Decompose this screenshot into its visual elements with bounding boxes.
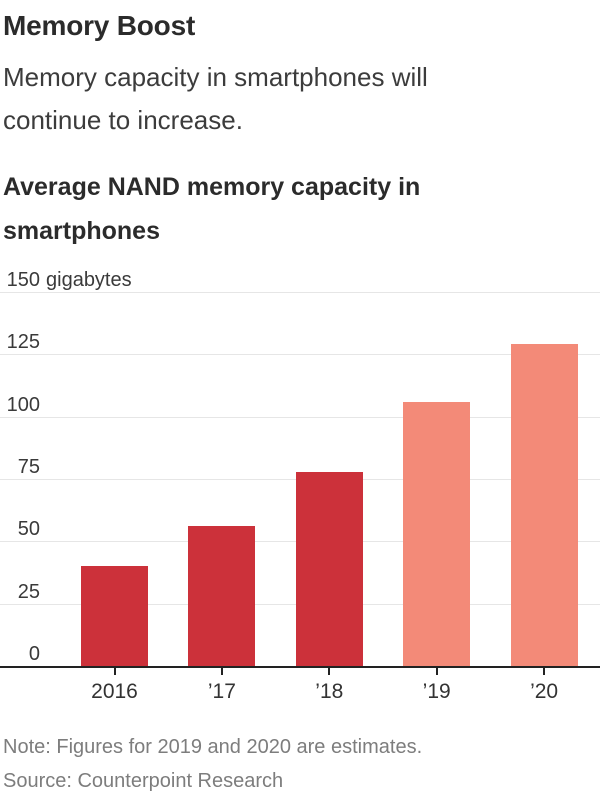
chart-source: Source: Counterpoint Research xyxy=(3,770,284,792)
x-axis-label-20: ’20 xyxy=(530,680,559,703)
bar-18 xyxy=(296,471,363,666)
x-axis-tick-20 xyxy=(543,668,546,675)
graphic-subtitle: Memory capacity in smartphones will cont… xyxy=(3,62,428,135)
x-axis-baseline xyxy=(0,666,600,668)
bar-19 xyxy=(403,401,470,666)
y-axis-label-0: 0 xyxy=(28,643,40,665)
gridline-150 xyxy=(0,292,600,293)
y-axis-label-25: 25 xyxy=(17,580,40,603)
bar-20 xyxy=(511,344,578,666)
x-axis-label-2016: 2016 xyxy=(91,680,138,703)
y-axis-label-150: 150 gigabytes xyxy=(6,269,132,291)
bar-17 xyxy=(188,526,255,666)
chart-footer: Note: Figures for 2019 and 2020 are esti… xyxy=(3,730,600,798)
y-axis-label-75: 75 xyxy=(17,456,40,478)
x-axis-label-17: ’17 xyxy=(207,680,236,703)
gridline-125 xyxy=(0,354,600,356)
x-axis-label-19: ’19 xyxy=(422,680,451,703)
x-axis-tick-2016 xyxy=(113,668,116,675)
x-axis-tick-17 xyxy=(220,668,223,675)
x-axis-label-18: ’18 xyxy=(315,680,344,703)
y-axis-label-125: 125 xyxy=(6,331,40,354)
graphic-title: Memory Boost xyxy=(3,10,196,41)
y-axis-label-50: 50 xyxy=(17,518,40,541)
y-axis-unit-label: gigabytes xyxy=(46,269,132,291)
x-axis-tick-19 xyxy=(435,668,438,675)
bar-2016 xyxy=(81,566,148,666)
x-axis-tick-18 xyxy=(328,668,331,675)
gridline-100 xyxy=(0,416,600,418)
y-axis-label-100: 100 xyxy=(6,393,40,416)
plot-area: 0 25 50 75 100 125 150 gigabytes 2016 ’17 ’18 ’19 ’2… xyxy=(0,270,600,703)
chart-note: Note: Figures for 2019 and 2020 are esti… xyxy=(3,736,423,758)
chart-heading: Average NAND memory capacity in smartpho… xyxy=(3,173,421,245)
